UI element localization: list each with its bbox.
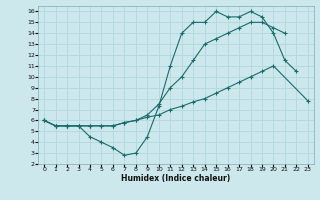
X-axis label: Humidex (Indice chaleur): Humidex (Indice chaleur): [121, 174, 231, 183]
